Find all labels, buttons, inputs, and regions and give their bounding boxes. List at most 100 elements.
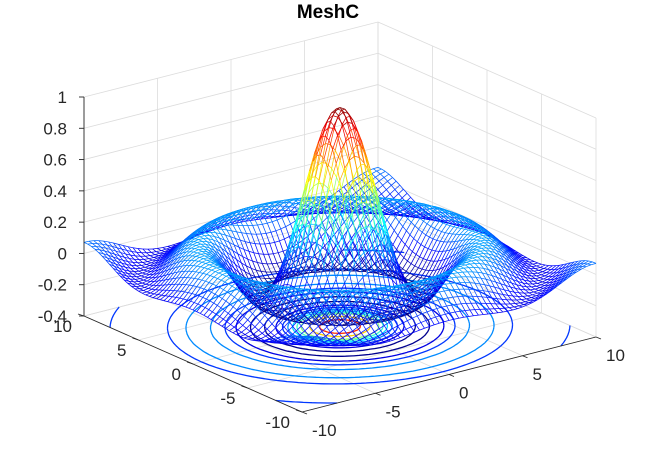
mesh-line bbox=[123, 269, 129, 274]
mesh-line bbox=[286, 304, 291, 308]
mesh-line bbox=[193, 251, 198, 254]
mesh-line bbox=[394, 189, 399, 194]
mesh-line bbox=[157, 294, 162, 296]
mesh-line bbox=[269, 308, 274, 314]
mesh-line bbox=[155, 284, 161, 290]
mesh-line bbox=[270, 293, 277, 300]
mesh-line bbox=[235, 214, 241, 216]
mesh-line bbox=[235, 283, 241, 289]
mesh-line bbox=[164, 290, 171, 296]
mesh-line bbox=[241, 262, 247, 267]
mesh-line bbox=[263, 319, 269, 326]
mesh-line bbox=[165, 295, 169, 297]
mesh-line bbox=[183, 292, 189, 300]
mesh-line bbox=[209, 247, 215, 251]
mesh-line bbox=[216, 245, 221, 252]
mesh-line bbox=[195, 243, 202, 246]
mesh-line bbox=[265, 332, 271, 337]
mesh-line bbox=[398, 221, 404, 227]
mesh-line bbox=[231, 315, 236, 320]
mesh-line bbox=[163, 265, 170, 272]
mesh-line bbox=[207, 283, 213, 291]
mesh-line bbox=[186, 241, 191, 244]
mesh-line bbox=[97, 243, 103, 245]
mesh-line bbox=[390, 207, 395, 211]
mesh-line bbox=[132, 273, 137, 278]
mesh-line bbox=[194, 278, 199, 280]
mesh-line bbox=[274, 301, 279, 304]
mesh-line bbox=[158, 284, 165, 291]
mesh-line bbox=[220, 251, 225, 259]
mesh-line bbox=[144, 255, 150, 259]
mesh-line bbox=[276, 261, 282, 264]
mesh-line bbox=[230, 222, 236, 225]
mesh-line bbox=[185, 300, 191, 308]
mesh-line bbox=[201, 241, 207, 245]
mesh-line bbox=[248, 309, 253, 315]
mesh-line bbox=[189, 302, 195, 309]
mesh-line bbox=[124, 256, 130, 259]
mesh-line bbox=[259, 289, 264, 293]
mesh-line bbox=[191, 235, 197, 240]
mesh-line bbox=[241, 296, 247, 304]
mesh-line bbox=[304, 325, 311, 332]
mesh-line bbox=[286, 286, 292, 290]
mesh-line bbox=[137, 282, 143, 285]
mesh-line bbox=[279, 326, 285, 333]
mesh-line bbox=[241, 210, 246, 214]
mesh-line bbox=[127, 261, 133, 263]
mesh-line bbox=[291, 211, 297, 215]
mesh-line bbox=[197, 241, 203, 243]
mesh-line bbox=[173, 271, 178, 274]
mesh-line bbox=[225, 217, 230, 221]
mesh-line bbox=[292, 204, 298, 211]
mesh-line bbox=[307, 177, 313, 183]
mesh-line bbox=[250, 242, 256, 244]
mesh-line bbox=[141, 273, 147, 277]
mesh-line bbox=[246, 209, 251, 213]
mesh-line bbox=[163, 300, 168, 302]
mesh-line bbox=[160, 267, 166, 273]
mesh-line bbox=[203, 238, 208, 242]
mesh-line bbox=[310, 271, 316, 289]
mesh-line bbox=[398, 193, 403, 199]
mesh-line bbox=[267, 284, 273, 289]
mesh-line bbox=[272, 262, 278, 265]
mesh-line bbox=[323, 209, 328, 218]
mesh-line bbox=[304, 249, 309, 256]
mesh-line bbox=[205, 263, 210, 266]
mesh-line bbox=[192, 230, 197, 234]
mesh-line bbox=[267, 290, 273, 296]
mesh-line bbox=[343, 229, 348, 242]
mesh-line bbox=[295, 247, 302, 268]
mesh-line bbox=[212, 258, 219, 263]
mesh-line bbox=[227, 312, 233, 317]
mesh-line bbox=[236, 278, 243, 283]
mesh-line bbox=[212, 239, 218, 246]
mesh-line bbox=[236, 334, 241, 337]
mesh-line bbox=[172, 249, 179, 255]
mesh-line bbox=[195, 271, 200, 273]
mesh-line bbox=[171, 262, 177, 270]
mesh-line bbox=[231, 230, 236, 239]
mesh-line bbox=[151, 252, 156, 255]
mesh-line bbox=[308, 203, 315, 228]
mesh-line bbox=[277, 252, 283, 263]
mesh-line bbox=[161, 290, 167, 296]
mesh-line bbox=[289, 199, 295, 202]
mesh-line bbox=[289, 296, 295, 303]
mesh-line bbox=[122, 260, 127, 265]
mesh-line bbox=[217, 305, 222, 309]
mesh-line bbox=[181, 251, 187, 258]
mesh-line bbox=[293, 246, 298, 250]
mesh-line bbox=[300, 266, 306, 274]
mesh-line bbox=[246, 296, 251, 301]
mesh-line bbox=[272, 219, 278, 223]
mesh-line bbox=[208, 238, 214, 241]
mesh-line bbox=[307, 161, 314, 183]
mesh-line bbox=[240, 239, 246, 242]
mesh-line bbox=[215, 279, 222, 286]
mesh-line bbox=[112, 267, 119, 271]
mesh-line bbox=[239, 267, 246, 273]
